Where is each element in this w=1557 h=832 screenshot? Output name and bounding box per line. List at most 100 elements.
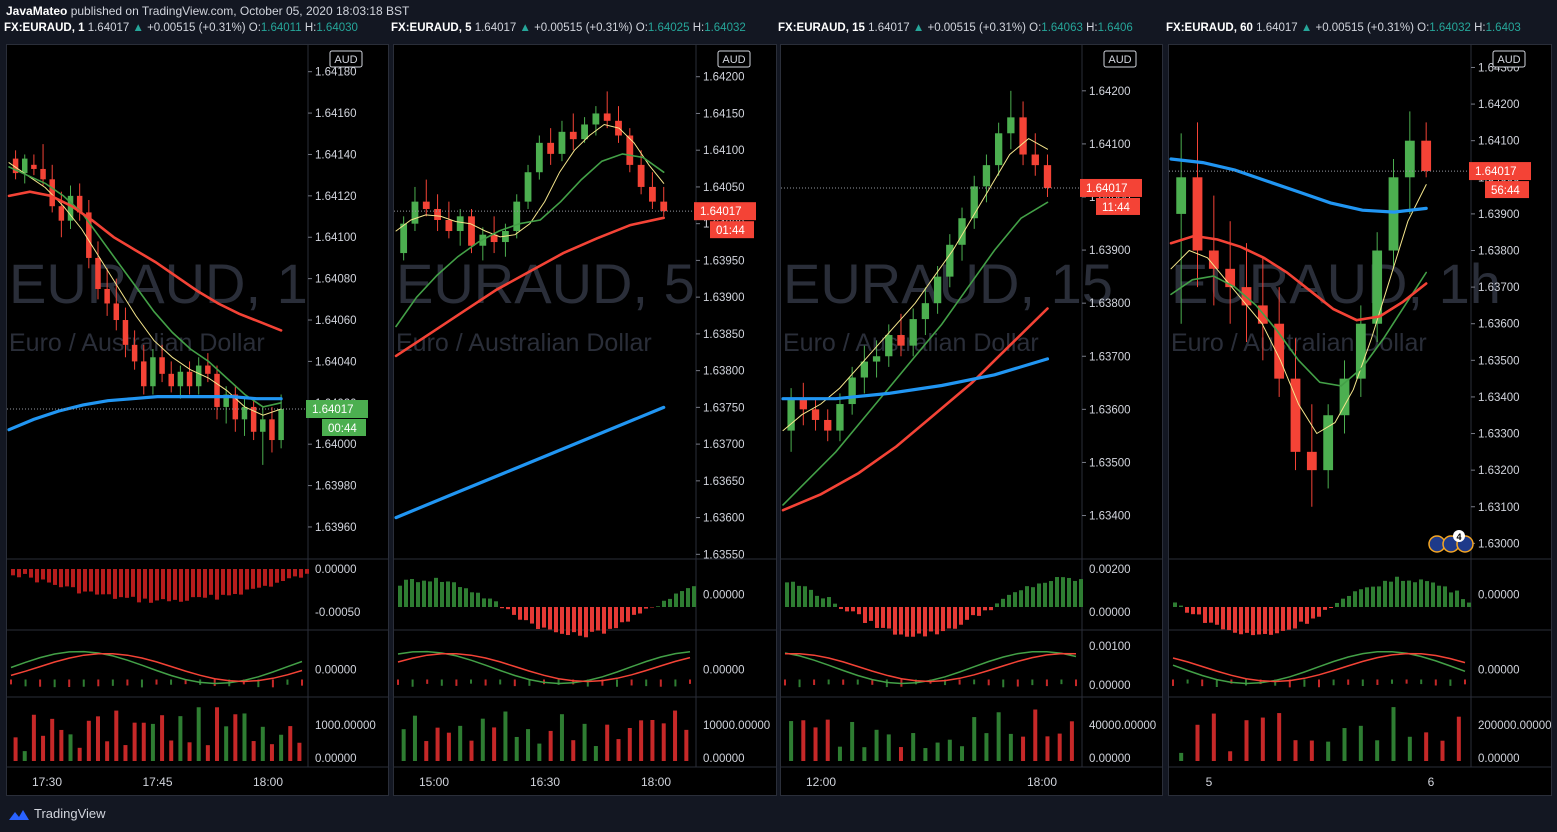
- momentum-bar: [29, 569, 33, 578]
- momentum-bar: [107, 569, 111, 595]
- volume-bar: [996, 712, 1001, 761]
- momentum-bar: [911, 607, 915, 637]
- momentum-bar: [1359, 589, 1363, 607]
- price-tick: 1.63600: [1089, 404, 1131, 416]
- volume-bar: [972, 717, 977, 761]
- oscillator-hist-bar: [885, 679, 888, 688]
- momentum-bar: [398, 585, 402, 607]
- momentum-bar: [1061, 577, 1065, 607]
- volume-bar: [582, 723, 587, 761]
- last-price-label: [694, 202, 756, 221]
- price-tick: 1.64050: [703, 182, 745, 194]
- candle-body: [860, 361, 869, 378]
- tradingview-logo-icon[interactable]: [8, 808, 30, 822]
- volume-bar: [224, 726, 229, 761]
- volume-bar: [205, 745, 210, 761]
- chart-panel-1[interactable]: EURAUD, 1 Euro / Australian Dollar 1.64180…: [6, 44, 389, 796]
- event-count-text: 4: [1456, 532, 1461, 542]
- oscillator-main-line: [10, 652, 303, 683]
- price-tick: 1.63750: [703, 402, 745, 414]
- candle-body: [1208, 250, 1219, 269]
- momentum-bar: [251, 569, 255, 589]
- momentum-bar: [1455, 590, 1459, 607]
- oscillator-hist-bar: [1434, 679, 1437, 686]
- momentum-bar: [1221, 607, 1225, 630]
- momentum-bar: [1025, 586, 1029, 607]
- candle-body: [86, 212, 92, 258]
- candle-body: [1225, 268, 1236, 288]
- momentum-bar: [1191, 607, 1195, 615]
- currency-badge[interactable]: [1492, 50, 1526, 68]
- price-tick: 1.64120: [315, 191, 357, 203]
- momentum-bar: [209, 569, 213, 595]
- volume-bar: [935, 742, 940, 761]
- momentum-bar: [305, 569, 309, 574]
- momentum-bar: [839, 607, 843, 610]
- legend-panel-1[interactable]: FX:EURAUD, 1 1.64017 ▲ +0.00515 (+0.31%)…: [4, 22, 389, 34]
- momentum-bar: [1203, 607, 1207, 623]
- oscillator-hist-bar: [1172, 679, 1174, 686]
- currency-badge[interactable]: [1103, 50, 1137, 68]
- legend-panel-2[interactable]: FX:EURAUD, 5 1.64017 ▲ +0.00515 (+0.31%)…: [391, 22, 777, 34]
- author-name[interactable]: JavaMateo: [6, 4, 68, 18]
- momentum-bar: [1001, 598, 1005, 607]
- momentum-bar: [851, 607, 855, 612]
- momentum-bar: [1395, 576, 1399, 607]
- price-tick: 1.63850: [703, 329, 745, 341]
- momentum-bar: [101, 569, 105, 595]
- candle-body: [1355, 323, 1366, 379]
- ma-long-line: [394, 405, 666, 520]
- last-price-label: [1080, 178, 1142, 197]
- candle-body: [131, 344, 138, 362]
- momentum-bar: [143, 569, 147, 599]
- watermark-symbol: EURAUD, 1h: [1171, 252, 1501, 315]
- price-tick: 1.63600: [1478, 319, 1520, 331]
- chart-header: JavaMateo published on TradingView.com, …: [0, 0, 1557, 44]
- momentum-bar: [1013, 592, 1017, 607]
- candle-body: [885, 335, 893, 357]
- legend-open-label: O:: [248, 22, 261, 34]
- volume-bar: [548, 730, 553, 761]
- price-tick: 1.63800: [703, 366, 745, 378]
- last-price-label: [1469, 162, 1531, 181]
- indicator-tick: 10000.00000: [703, 720, 770, 732]
- legend-panel-3[interactable]: FX:EURAUD, 15 1.64017 ▲ +0.00515 (+0.31%…: [778, 22, 1163, 34]
- oscillator-hist-bar: [601, 679, 604, 686]
- legend-panel-4[interactable]: FX:EURAUD, 60 1.64017 ▲ +0.00515 (+0.31%…: [1166, 22, 1552, 34]
- oscillator-hist-bar: [1376, 679, 1379, 685]
- currency-badge[interactable]: [717, 50, 751, 68]
- momentum-bar: [11, 569, 15, 576]
- price-tick: 1.63600: [703, 513, 745, 525]
- chart-panel-2[interactable]: EURAUD, 5 Euro / Australian Dollar 1.64200…: [393, 44, 777, 796]
- momentum-bar: [1413, 582, 1417, 607]
- volume-bar: [114, 710, 119, 761]
- time-tick: 5: [1206, 775, 1213, 789]
- oscillator-hist-bar: [1318, 679, 1320, 688]
- momentum-bar: [155, 569, 159, 601]
- price-tick: 1.64100: [1478, 136, 1520, 148]
- tradingview-brand[interactable]: TradingView: [34, 806, 106, 821]
- candle-body: [278, 409, 284, 441]
- currency-badge[interactable]: [329, 50, 363, 68]
- volume-bar: [123, 745, 128, 761]
- momentum-bar: [245, 569, 249, 590]
- momentum-bar: [1461, 599, 1465, 607]
- volume-bar: [196, 707, 201, 761]
- chart-panel-4[interactable]: EURAUD, 1h Euro / Australian Dollar 1.6430…: [1168, 44, 1552, 796]
- momentum-bar: [1401, 580, 1405, 607]
- candle-body: [67, 195, 74, 221]
- legend-high-label: H:: [692, 22, 705, 34]
- candle-body: [95, 257, 101, 289]
- momentum-bar: [215, 569, 219, 600]
- legend-symbol: FX:EURAUD, 1: [4, 22, 85, 34]
- volume-bar: [59, 729, 64, 761]
- candle-body: [205, 365, 211, 374]
- volume-bar: [242, 713, 247, 761]
- last-price-text: 1.64017: [312, 404, 354, 416]
- volume-bar: [435, 727, 440, 761]
- momentum-bar: [71, 569, 75, 588]
- indicator-tick: 0.00200: [1089, 564, 1131, 576]
- momentum-bar: [1037, 583, 1041, 607]
